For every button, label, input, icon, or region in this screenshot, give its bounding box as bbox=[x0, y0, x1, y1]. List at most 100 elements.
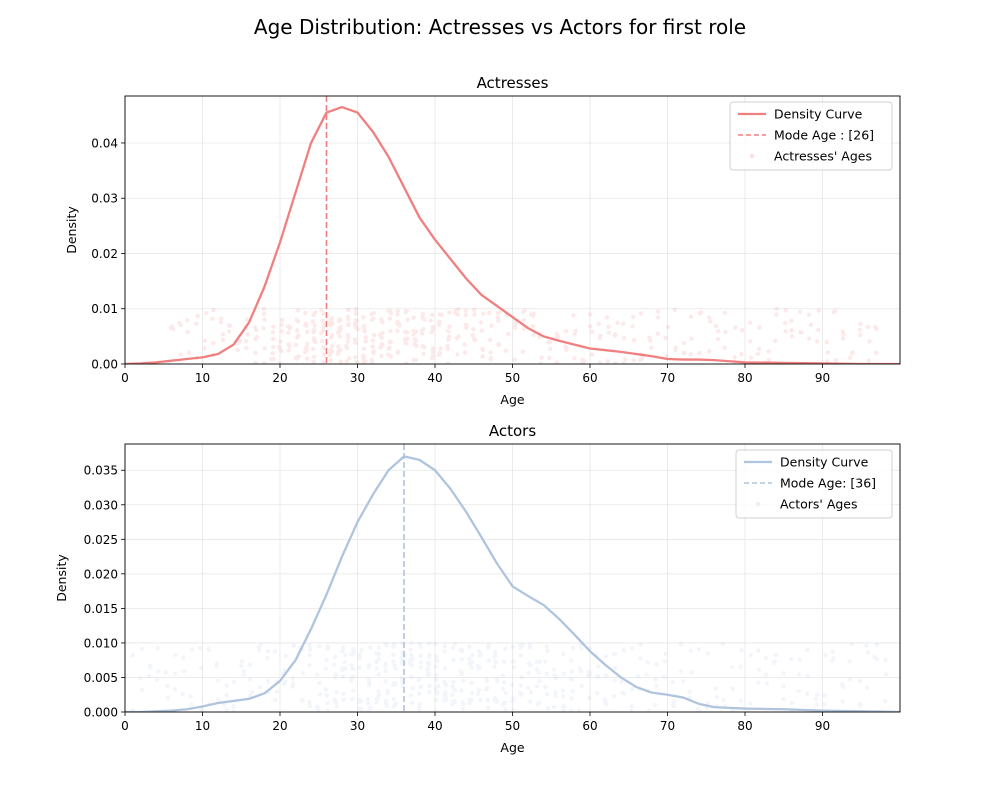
scatter-point bbox=[849, 642, 854, 647]
scatter-point bbox=[313, 339, 318, 345]
scatter-point bbox=[442, 643, 448, 649]
scatter-point bbox=[325, 708, 330, 712]
scatter-point bbox=[321, 344, 326, 350]
scatter-point bbox=[294, 328, 300, 333]
scatter-point bbox=[739, 327, 745, 333]
scatter-point bbox=[452, 698, 457, 704]
scatter-point bbox=[291, 643, 296, 648]
scatter-point bbox=[286, 348, 291, 353]
scatter-point bbox=[569, 696, 574, 701]
scatter-point bbox=[789, 656, 794, 662]
scatter-point bbox=[621, 361, 626, 364]
scatter-point bbox=[379, 334, 384, 340]
scatter-point bbox=[570, 688, 575, 694]
scatter-point bbox=[518, 683, 524, 688]
scatter-point bbox=[344, 359, 350, 364]
scatter-point bbox=[307, 703, 312, 708]
scatter-point bbox=[847, 659, 852, 664]
scatter-point bbox=[425, 670, 431, 675]
scatter-point bbox=[163, 670, 168, 675]
scatter-point bbox=[311, 337, 317, 343]
scatter-point bbox=[531, 311, 536, 316]
scatter-point bbox=[539, 355, 544, 361]
scatter-point bbox=[412, 341, 417, 347]
scatter-point bbox=[511, 665, 517, 670]
scatter-point bbox=[513, 321, 519, 326]
plot-area bbox=[125, 444, 900, 712]
scatter-point bbox=[477, 653, 482, 658]
scatter-point bbox=[475, 691, 481, 697]
scatter-point bbox=[425, 660, 431, 665]
scatter-point bbox=[294, 356, 299, 361]
legend-frame bbox=[735, 449, 893, 519]
scatter-point bbox=[461, 678, 466, 683]
scatter-point bbox=[321, 324, 326, 330]
scatter-point bbox=[697, 310, 703, 316]
scatter-point bbox=[603, 699, 608, 705]
scatter-point bbox=[215, 678, 220, 683]
scatter-point bbox=[874, 657, 880, 662]
scatter-point bbox=[385, 691, 390, 696]
scatter-point bbox=[631, 314, 636, 320]
scatter-point bbox=[369, 357, 374, 362]
scatter-point bbox=[270, 330, 276, 335]
scatter-point bbox=[395, 308, 401, 314]
scatter-point bbox=[789, 328, 794, 333]
scatter-point bbox=[672, 699, 677, 704]
scatter-point bbox=[480, 346, 485, 352]
scatter-point bbox=[353, 340, 358, 346]
scatter-point bbox=[321, 311, 326, 316]
figure-title: Age Distribution: Actresses vs Actors fo… bbox=[254, 15, 746, 39]
scatter-point bbox=[362, 329, 368, 334]
scatter-point bbox=[412, 337, 418, 342]
scatter-point bbox=[316, 707, 321, 712]
scatter-point bbox=[850, 350, 856, 355]
scatter-point bbox=[486, 658, 492, 663]
scatter-point bbox=[492, 696, 498, 701]
scatter-point bbox=[527, 642, 533, 648]
scatter-point bbox=[572, 332, 577, 337]
scatter-point bbox=[545, 648, 550, 654]
scatter-point bbox=[434, 658, 440, 663]
scatter-point bbox=[317, 680, 322, 686]
scatter-point bbox=[430, 349, 436, 355]
scatter-point bbox=[569, 708, 574, 712]
scatter-point bbox=[180, 691, 186, 697]
scatter-point bbox=[299, 697, 304, 703]
scatter-point bbox=[730, 664, 735, 670]
scatter-point bbox=[434, 672, 439, 678]
scatter-point bbox=[630, 324, 635, 329]
scatter-point bbox=[388, 353, 393, 359]
scatter-point bbox=[239, 659, 245, 664]
scatter-point bbox=[873, 325, 878, 330]
scatter-point bbox=[417, 676, 422, 681]
scatter-point bbox=[433, 687, 438, 692]
x-tick-label: 70 bbox=[660, 371, 675, 385]
scatter-point bbox=[279, 322, 284, 328]
scatter-point bbox=[307, 643, 312, 648]
scatter-point bbox=[537, 678, 542, 684]
scatter-point bbox=[622, 357, 628, 362]
scatter-point bbox=[330, 321, 335, 326]
scatter-point bbox=[459, 669, 464, 674]
scatter-point bbox=[307, 653, 312, 658]
scatter-point bbox=[374, 696, 379, 701]
scatter-point bbox=[420, 328, 425, 334]
scatter-point bbox=[384, 703, 389, 708]
scatter-point bbox=[369, 358, 375, 363]
scatter-point bbox=[492, 664, 497, 670]
scatter-point bbox=[589, 352, 595, 357]
scatter-point bbox=[276, 344, 282, 350]
scatter-point bbox=[290, 681, 296, 687]
scatter-point bbox=[611, 693, 617, 699]
scatter-point bbox=[147, 663, 152, 668]
scatter-point bbox=[319, 330, 324, 336]
scatter-point bbox=[411, 315, 416, 320]
legend-label: Actors' Ages bbox=[780, 497, 858, 512]
scatter-point bbox=[417, 703, 422, 708]
scatter-point bbox=[604, 701, 609, 707]
scatter-point bbox=[598, 333, 603, 339]
scatter-point bbox=[572, 356, 577, 361]
scatter-point bbox=[450, 700, 455, 705]
scatter-point bbox=[612, 652, 618, 657]
